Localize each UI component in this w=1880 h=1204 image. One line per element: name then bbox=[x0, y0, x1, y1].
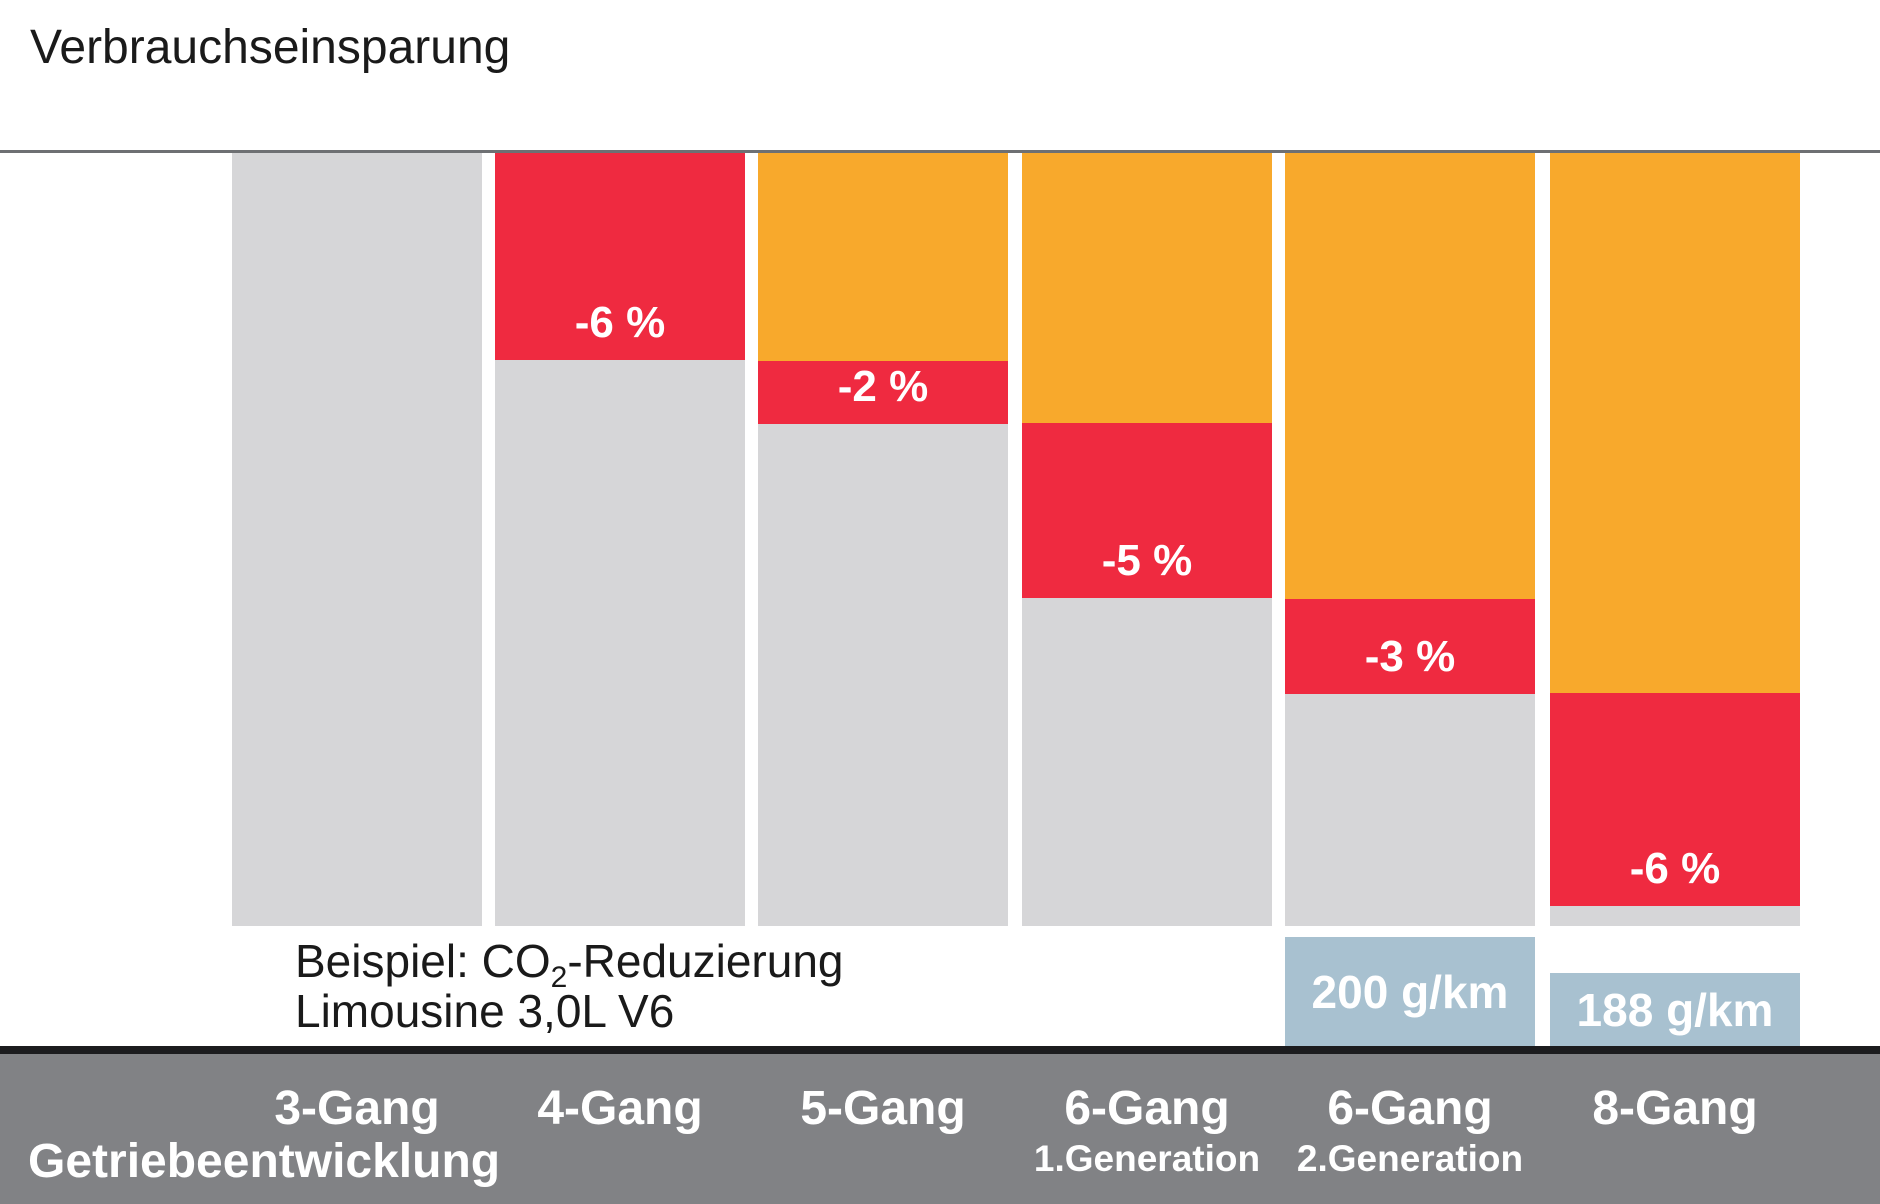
category-label: 8-Gang bbox=[1592, 1082, 1758, 1135]
x-axis-title: Getriebeentwicklung bbox=[28, 1135, 501, 1188]
co2-subscript: 2 bbox=[550, 961, 568, 995]
bar-column-4-gang: -6 % bbox=[495, 153, 745, 926]
segment-cumulative-saving bbox=[1550, 153, 1800, 693]
bar-column-3-gang bbox=[232, 153, 482, 926]
segment-new-reduction bbox=[758, 361, 1008, 424]
segment-new-reduction bbox=[495, 153, 745, 360]
co2-value-badge: 200 g/km bbox=[1285, 937, 1535, 1046]
band-top-line bbox=[0, 1046, 1880, 1054]
chart-top-rule bbox=[0, 150, 1880, 153]
category-band bbox=[0, 1054, 1880, 1204]
category-label: 3-Gang bbox=[274, 1082, 440, 1135]
reduction-label: -2 % bbox=[837, 362, 929, 411]
example-note: Beispiel: CO2-Reduzierung Limousine 3,0L… bbox=[295, 936, 844, 1036]
bar-column-6-gang-2: -3 % bbox=[1285, 153, 1535, 926]
generation-label: 1.Generation bbox=[1033, 1138, 1261, 1179]
bar-column-6-gang-1: -5 % bbox=[1022, 153, 1272, 926]
category-label: 5-Gang bbox=[800, 1082, 966, 1135]
segment-new-reduction bbox=[1022, 423, 1272, 598]
reduction-label: -6 % bbox=[574, 298, 666, 347]
segment-remaining-consumption bbox=[1550, 906, 1800, 926]
bar-column-5-gang: -2 % bbox=[758, 153, 1008, 926]
generation-label: 2.Generation bbox=[1296, 1138, 1524, 1179]
reduction-label: -3 % bbox=[1364, 632, 1456, 681]
example-note-line1: Beispiel: CO2-Reduzierung bbox=[295, 935, 844, 995]
category-label: 4-Gang bbox=[537, 1082, 703, 1135]
category-label: 6-Gang bbox=[1064, 1082, 1230, 1135]
example-note-line2: Limousine 3,0L V6 bbox=[295, 985, 675, 1037]
segment-cumulative-saving bbox=[1022, 153, 1272, 423]
segment-remaining-consumption bbox=[758, 424, 1008, 926]
bar-column-8-gang: -6 % bbox=[1550, 153, 1800, 926]
segment-remaining-consumption bbox=[1285, 694, 1535, 926]
segment-new-reduction bbox=[1550, 693, 1800, 906]
segment-cumulative-saving bbox=[1285, 153, 1535, 599]
segment-cumulative-saving bbox=[758, 153, 1008, 361]
page-title: Verbrauchseinsparung bbox=[30, 21, 511, 74]
co2-value-badge: 188 g/km bbox=[1550, 973, 1800, 1046]
segment-remaining-consumption bbox=[232, 153, 482, 926]
segment-new-reduction bbox=[1285, 599, 1535, 694]
reduction-label: -6 % bbox=[1629, 844, 1721, 893]
reduction-label: -5 % bbox=[1101, 536, 1193, 585]
segment-remaining-consumption bbox=[1022, 598, 1272, 926]
category-label: 6-Gang bbox=[1327, 1082, 1493, 1135]
segment-remaining-consumption bbox=[495, 360, 745, 926]
